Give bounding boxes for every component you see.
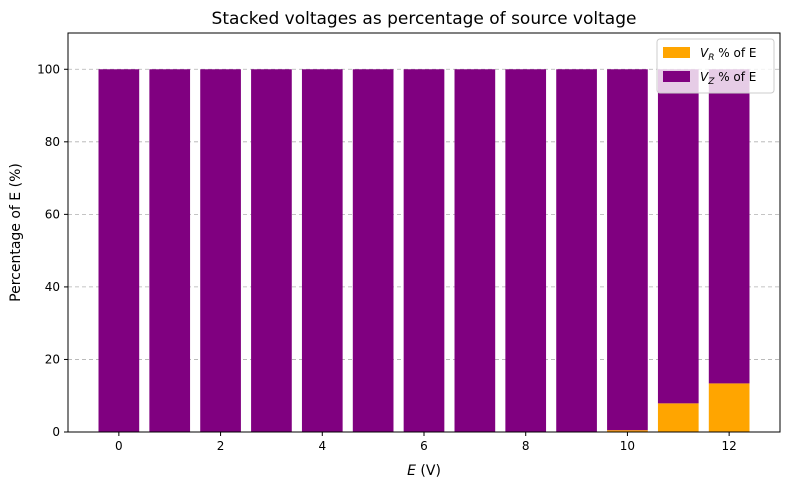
bar-segment — [301, 69, 343, 432]
bar-segment — [200, 69, 241, 432]
x-tick-label: 12 — [722, 439, 737, 453]
legend-swatch — [663, 71, 690, 82]
legend-label-sub: R — [708, 53, 714, 63]
x-tick-label: 8 — [522, 439, 530, 453]
y-tick-label: 40 — [45, 280, 60, 294]
y-tick-label: 20 — [45, 352, 60, 366]
legend-label: VZ % of E — [700, 70, 756, 87]
bar-segment — [708, 69, 750, 384]
bar-segment — [403, 69, 445, 432]
bar-segment — [556, 69, 597, 432]
y-tick-label: 60 — [45, 207, 60, 221]
bar-segment — [98, 69, 140, 432]
x-axis-label-var: E — [407, 463, 416, 479]
y-tick-label: 0 — [52, 425, 60, 439]
bar-segment — [149, 69, 191, 432]
legend-label-main: V — [700, 70, 709, 84]
x-axis-label: E (V) — [407, 463, 441, 479]
bar-segment — [454, 69, 496, 432]
legend-swatch — [663, 47, 690, 58]
x-tick-label: 10 — [620, 439, 635, 453]
x-tick-label: 2 — [217, 439, 225, 453]
legend-label-rest: % of E — [714, 46, 756, 60]
legend: VR % of EVZ % of E — [656, 38, 775, 94]
legend-label-sub: Z — [707, 77, 715, 87]
bars — [98, 69, 750, 432]
y-axis-label: Percentage of E (%) — [8, 163, 24, 302]
bar-segment — [251, 69, 292, 432]
bar-segment — [708, 383, 750, 432]
y-tick-label: 100 — [37, 62, 60, 76]
x-tick-label: 0 — [115, 439, 123, 453]
y-tick-label: 80 — [45, 135, 60, 149]
bar-segment — [505, 69, 547, 432]
chart-title: Stacked voltages as percentage of source… — [212, 9, 637, 29]
x-tick-label: 6 — [420, 439, 428, 453]
y-axis-ticks: 0 20 40 60 80 100 — [37, 62, 68, 439]
bar-segment — [657, 69, 699, 404]
x-axis-label-unit: (V) — [416, 463, 441, 479]
bar-segment — [352, 69, 394, 432]
legend-label-rest: % of E — [714, 70, 756, 84]
bar-segment — [607, 69, 648, 431]
legend-label: VR % of E — [700, 46, 756, 63]
legend-label-main: V — [700, 46, 709, 60]
bar-segment — [607, 430, 648, 432]
x-tick-label: 4 — [318, 439, 326, 453]
x-axis-ticks: 0 2 4 6 8 10 12 — [115, 432, 737, 453]
bar-segment — [657, 403, 699, 432]
